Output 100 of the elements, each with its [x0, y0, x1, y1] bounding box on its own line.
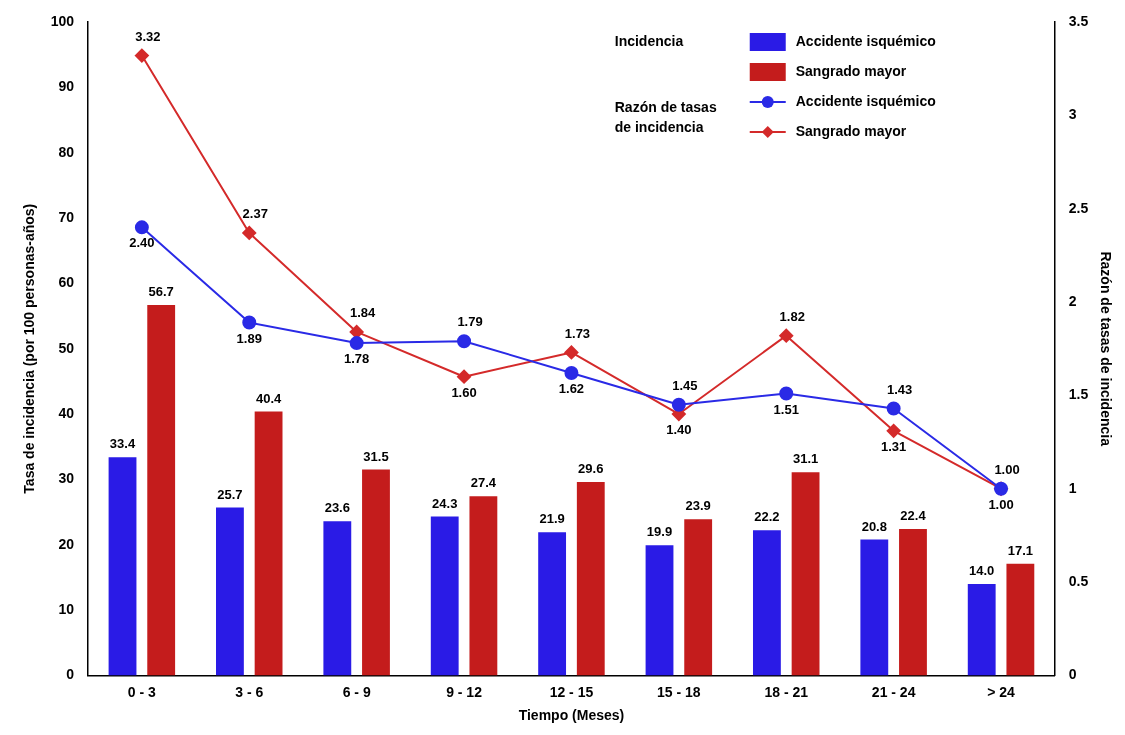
y2-tick-label: 3 — [1068, 106, 1077, 123]
bar — [538, 532, 567, 676]
x-tick-label: 0 - 3 — [127, 683, 157, 700]
data-label: 22.4 — [900, 508, 927, 524]
annotation: Incidencia — [614, 32, 684, 49]
data-label: 23.6 — [324, 500, 350, 516]
data-label: 1.82 — [779, 308, 805, 324]
y-axis-title: Tasa de incidencia (por 100 personas-años) — [21, 203, 38, 494]
y-tick-label: 0 — [66, 666, 75, 683]
y2-tick-label: 0 — [1068, 666, 1077, 683]
data-label: 2.37 — [242, 206, 268, 222]
x-tick-label: 15 - 18 — [657, 683, 701, 700]
bar — [323, 521, 352, 676]
y2-axis-title: Razón de tasas de incidencia — [1097, 251, 1114, 447]
y-tick-label: 60 — [58, 274, 75, 291]
x-axis-title: Tiempo (Meses) — [518, 707, 625, 724]
bar — [860, 539, 889, 676]
data-label: 21.9 — [539, 511, 565, 527]
y2-tick-label: 2 — [1068, 292, 1077, 309]
data-label: 1.89 — [236, 330, 262, 346]
bar — [430, 516, 459, 676]
bar — [645, 545, 674, 676]
data-label: 1.40 — [666, 422, 692, 438]
y2-tick-label: 1.5 — [1068, 386, 1089, 403]
y2-tick-label: 2.5 — [1068, 199, 1089, 216]
y-tick-label: 10 — [58, 600, 75, 617]
data-label: 19.9 — [646, 524, 673, 540]
bar — [576, 481, 605, 676]
x-tick-label: 21 - 24 — [871, 683, 916, 700]
data-label: 27.4 — [470, 475, 497, 491]
y-tick-label: 40 — [58, 404, 75, 421]
data-label: 25.7 — [217, 486, 243, 502]
y-tick-label: 20 — [58, 535, 75, 552]
x-tick-label: 3 - 6 — [235, 683, 264, 700]
y2-tick-label: 1 — [1068, 479, 1077, 496]
point — [671, 397, 686, 412]
data-label: 2.40 — [129, 235, 155, 251]
data-label: 20.8 — [861, 518, 887, 534]
bar — [108, 457, 137, 676]
bar — [147, 304, 176, 676]
point — [349, 324, 364, 339]
x-tick-label: > 24 — [987, 683, 1016, 700]
data-label: 33.4 — [109, 436, 136, 452]
bar — [254, 411, 283, 676]
data-label: 14.0 — [969, 563, 995, 578]
legend-label: Sangrado mayor — [795, 122, 907, 139]
bar — [791, 472, 820, 676]
y-tick-label: 50 — [58, 339, 75, 356]
data-label: 1.79 — [457, 314, 483, 330]
data-label: 1.78 — [344, 351, 370, 367]
y-tick-label: 90 — [58, 78, 75, 95]
point — [134, 220, 149, 235]
data-label: 56.7 — [148, 284, 174, 299]
point — [564, 365, 579, 380]
data-label: 31.1 — [792, 451, 819, 467]
legend-label: Accidente isquémico — [795, 32, 936, 49]
y-tick-label: 80 — [58, 143, 75, 160]
y-tick-label: 70 — [58, 208, 75, 225]
x-tick-label: 9 - 12 — [446, 683, 483, 700]
data-label: 1.84 — [350, 304, 377, 320]
point — [886, 423, 901, 438]
y2-tick-label: 0.5 — [1068, 572, 1089, 589]
bar — [362, 469, 390, 676]
bar — [684, 519, 713, 676]
bar — [752, 530, 781, 676]
x-tick-label: 18 - 21 — [764, 683, 809, 700]
x-tick-label: 12 - 15 — [549, 683, 594, 700]
data-label: 1.43 — [886, 381, 913, 397]
point — [242, 315, 257, 330]
data-label: 3.32 — [135, 28, 161, 44]
data-label: 24.3 — [432, 495, 458, 511]
data-label: 17.1 — [1007, 542, 1034, 558]
data-label: 1.60 — [451, 384, 477, 400]
bar — [899, 529, 927, 676]
point — [349, 336, 364, 351]
bar — [216, 507, 244, 676]
point — [886, 401, 901, 416]
data-label: 22.2 — [754, 509, 780, 525]
point — [779, 386, 794, 401]
legend-label: Sangrado mayor — [795, 62, 907, 79]
bar — [1006, 563, 1035, 676]
data-label: 1.45 — [672, 377, 698, 393]
legend-label: Accidente isquémico — [795, 92, 936, 109]
data-label: 1.31 — [880, 438, 907, 454]
point — [242, 225, 257, 240]
data-label: 1.62 — [558, 381, 585, 397]
bar — [967, 583, 996, 676]
point — [779, 328, 794, 343]
point — [134, 48, 149, 63]
bar — [469, 496, 498, 676]
data-label: 23.9 — [685, 498, 711, 514]
data-label: 40.4 — [255, 390, 282, 406]
data-label: 1.00 — [988, 496, 1014, 512]
data-label: 1.00 — [994, 461, 1020, 477]
y-tick-label: 100 — [50, 12, 75, 29]
y-tick-label: 30 — [58, 470, 75, 487]
y2-tick-label: 3.5 — [1068, 12, 1089, 29]
x-tick-label: 6 - 9 — [342, 683, 371, 700]
point — [564, 345, 579, 360]
data-label: 29.6 — [578, 461, 604, 477]
